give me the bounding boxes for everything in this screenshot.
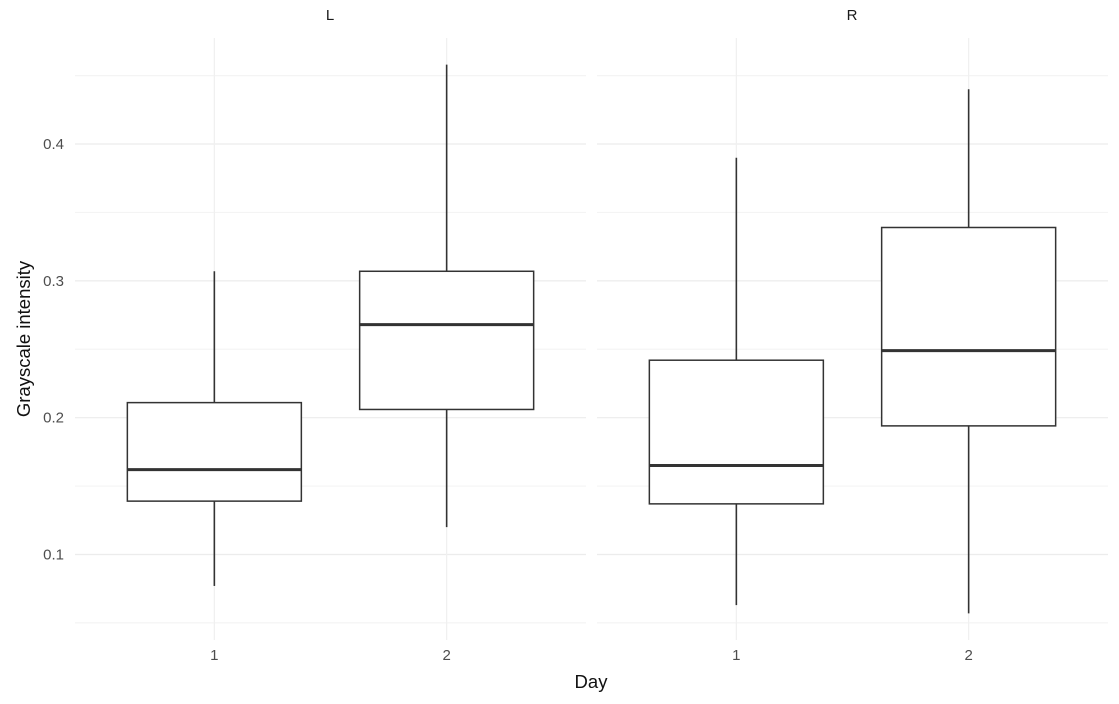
x-axis-title: Day (574, 671, 608, 692)
y-tick-label: 0.4 (43, 136, 64, 153)
box (648, 359, 825, 505)
y-tick-label: 0.2 (43, 410, 64, 427)
x-tick-label: 2 (964, 647, 972, 664)
x-tick-label: 1 (732, 647, 740, 664)
facet-strip-label-l: L (325, 7, 335, 24)
x-tick-label: 2 (442, 647, 450, 664)
y-axis-title: Grayscale intensity (13, 260, 34, 418)
y-tick-label: 0.3 (43, 273, 64, 290)
x-tick-label: 1 (210, 647, 218, 664)
box (126, 401, 303, 502)
facet-strip-label-r: R (846, 7, 858, 24)
y-tick-label: 0.1 (43, 546, 64, 563)
box (880, 226, 1057, 427)
box (358, 270, 535, 411)
